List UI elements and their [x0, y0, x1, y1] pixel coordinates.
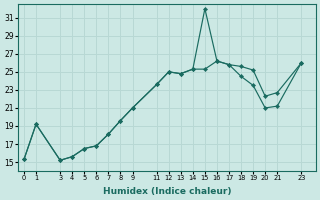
X-axis label: Humidex (Indice chaleur): Humidex (Indice chaleur): [103, 187, 231, 196]
